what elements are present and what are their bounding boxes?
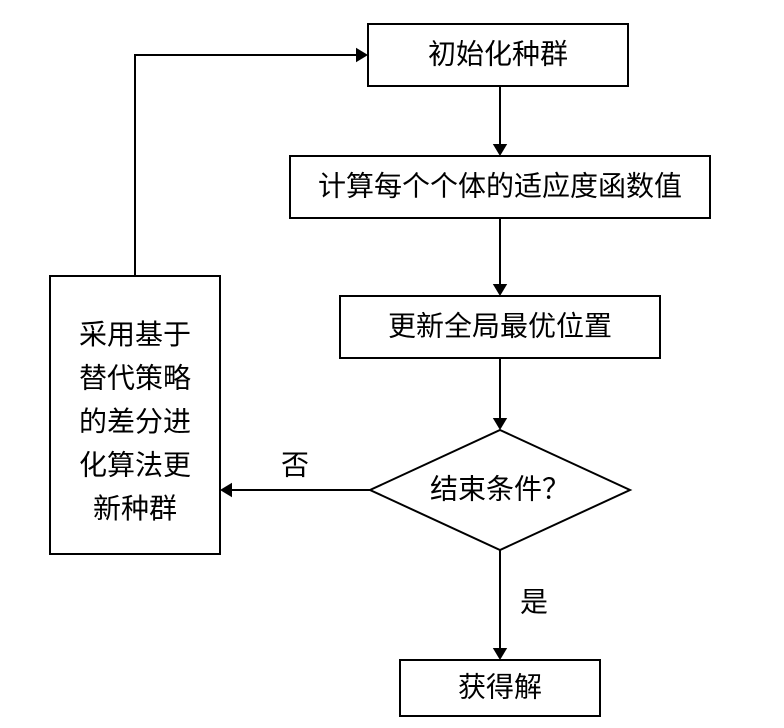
- edge-cond-side-label: 否: [281, 450, 309, 481]
- node-side-line-2: 的差分进: [79, 406, 191, 438]
- node-side-line-4: 新种群: [93, 493, 177, 525]
- node-side-line-0: 采用基于: [79, 319, 191, 351]
- node-side-line-3: 化算法更: [79, 449, 191, 481]
- node-side-line-1: 替代策略: [79, 363, 191, 395]
- node-update-label: 更新全局最优位置: [388, 310, 612, 342]
- node-cond-label: 结束条件？: [430, 473, 570, 505]
- node-solution-label: 获得解: [458, 671, 542, 703]
- node-init-label: 初始化种群: [428, 38, 568, 70]
- node-fitness-label: 计算每个个体的适应度函数值: [318, 170, 682, 202]
- edge-cond-solution-label: 是: [520, 587, 548, 618]
